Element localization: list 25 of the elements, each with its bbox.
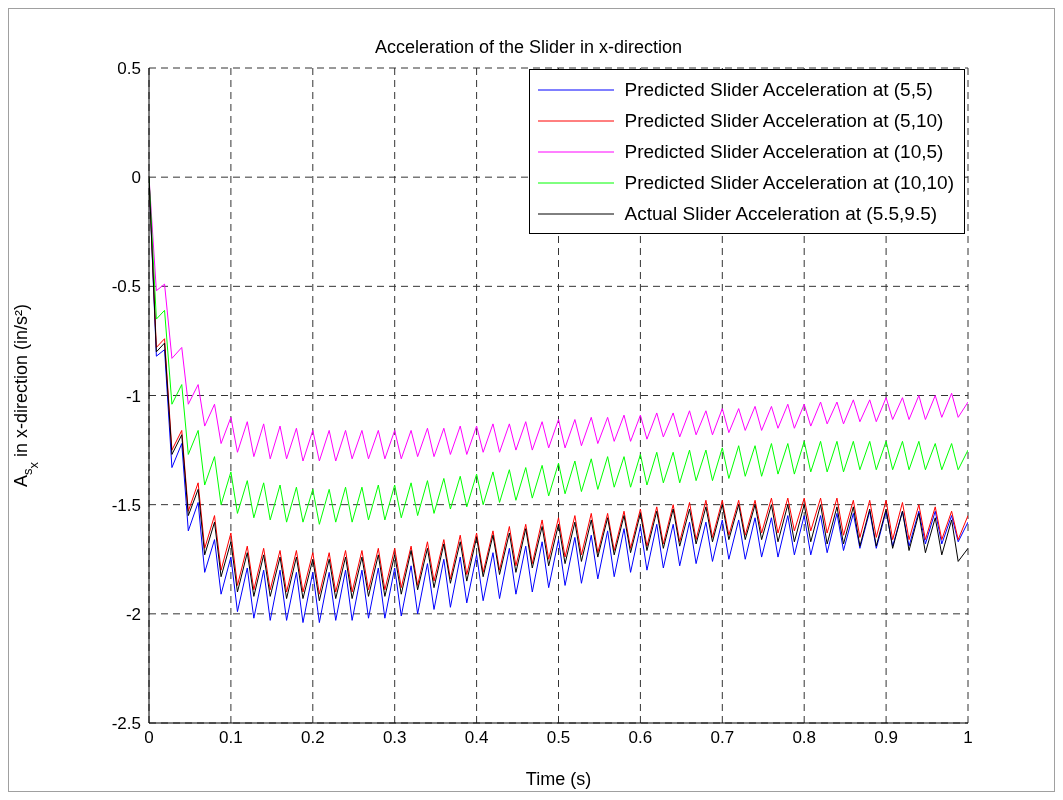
y-tick-label: -1.5 (111, 495, 141, 515)
x-tick-label: 0.2 (300, 728, 325, 748)
x-tick-label: 0.8 (792, 728, 817, 748)
x-tick-label: 0.7 (710, 728, 735, 748)
y-tick-label: 0.5 (117, 59, 141, 79)
legend-label: Predicted Slider Acceleration at (5,5) (624, 78, 933, 101)
x-tick-label: 0 (144, 728, 154, 748)
x-tick-label: 0.5 (546, 728, 571, 748)
legend-label: Predicted Slider Acceleration at (10,5) (624, 140, 944, 163)
legend-label: Actual Slider Acceleration at (5.5,9.5) (624, 202, 938, 225)
y-tick-label: 0 (131, 168, 141, 188)
x-axis-title: Time (s) (525, 769, 592, 789)
x-tick-label: 0.3 (382, 728, 407, 748)
legend-label: Predicted Slider Acceleration at (5,10) (624, 109, 944, 132)
y-tick-label: -1 (125, 386, 141, 406)
x-tick-label: 1 (963, 728, 973, 748)
legend-label: Predicted Slider Acceleration at (10,10) (624, 171, 954, 194)
x-tick-label: 0.4 (464, 728, 489, 748)
x-tick-label: 0.1 (219, 728, 243, 748)
y-tick-label: -2 (125, 604, 141, 624)
y-tick-label: -0.5 (111, 277, 141, 297)
chart-title: Acceleration of the Slider in x-direction (374, 37, 683, 57)
x-tick-label: 0.6 (628, 728, 653, 748)
x-tick-label: 0.9 (874, 728, 898, 748)
y-tick-label: -2.5 (111, 714, 141, 734)
